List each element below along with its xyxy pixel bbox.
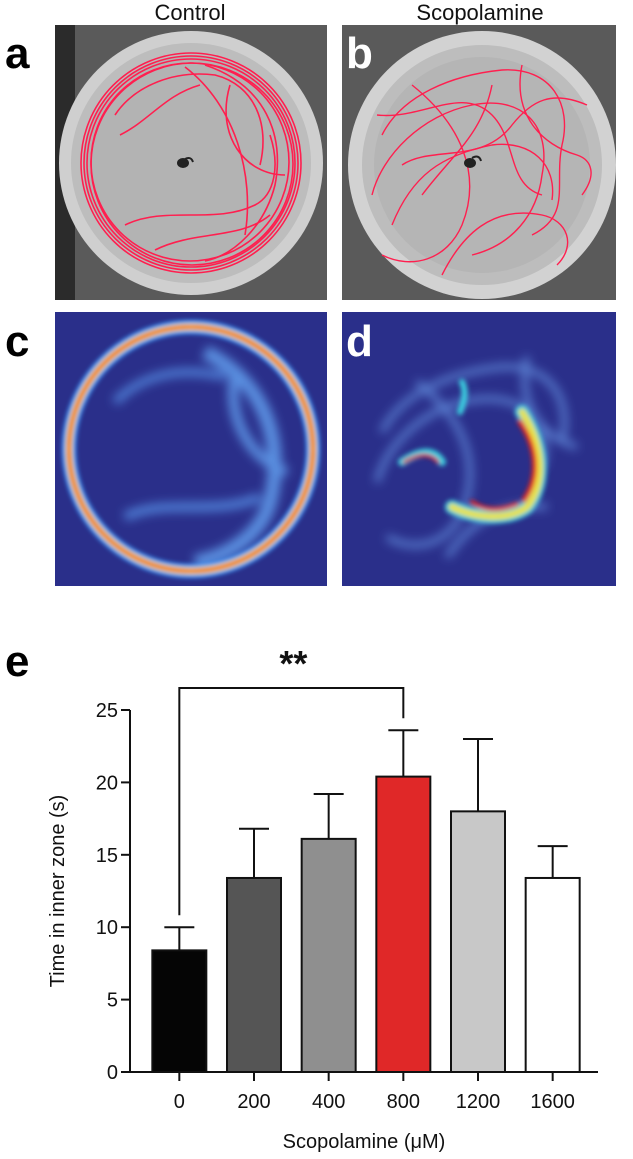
scopolamine-column-title: Scopolamine: [416, 0, 544, 25]
x-tick-label: 200: [237, 1091, 270, 1113]
bar-1600: [524, 876, 581, 1073]
control-tracking-photo: [55, 25, 327, 300]
significance-label: **: [279, 643, 307, 684]
y-tick-label: 5: [107, 990, 118, 1012]
x-tick-label: 1600: [530, 1091, 575, 1113]
x-axis: 0 200 400 800 1200 1600: [130, 1071, 598, 1113]
y-axis: 0 5 10 15 20 25: [96, 700, 131, 1084]
control-heatmap-image: [55, 312, 327, 586]
time-in-inner-zone-bar-chart: 0 5 10 15 20 25 0 200 400 800 1200 1600 ** Time in…: [47, 643, 598, 1153]
scopolamine-heatmap-image: [342, 312, 616, 586]
control-column-title: Control: [154, 0, 226, 25]
bar-0: [151, 949, 208, 1074]
panel-label-b: b: [346, 29, 373, 78]
y-tick-label: 10: [96, 917, 118, 939]
x-tick-label: 400: [312, 1091, 345, 1113]
panel-label-e: e: [5, 637, 30, 686]
control-tracking-image: [55, 25, 327, 300]
bar-400: [300, 837, 357, 1073]
bar-200: [226, 876, 282, 1073]
panel-label-d: d: [346, 317, 373, 366]
y-tick-label: 25: [96, 700, 118, 722]
bar-series: [151, 729, 581, 1074]
panel-label-a: a: [5, 29, 30, 78]
x-tick-label: 1200: [456, 1091, 501, 1113]
scopolamine-tracking-image: [342, 25, 616, 300]
significance-bracket-line: [178, 687, 405, 916]
x-tick-label: 800: [387, 1091, 420, 1113]
y-axis-label: Time in inner zone (s): [47, 795, 69, 988]
scopolamine-heatmap: [342, 312, 616, 586]
y-tick-label: 20: [96, 772, 118, 794]
y-tick-label: 15: [96, 845, 118, 867]
scopolamine-tracking-photo: [342, 25, 616, 300]
y-tick-label: 0: [107, 1062, 118, 1084]
significance-bracket: **: [178, 643, 405, 916]
control-heatmap: [55, 312, 327, 586]
x-tick-label: 0: [174, 1091, 185, 1113]
bar-1200: [450, 810, 506, 1074]
x-axis-label: Scopolamine (μM): [283, 1131, 446, 1153]
bar-800: [375, 775, 432, 1073]
panel-label-c: c: [5, 317, 30, 366]
